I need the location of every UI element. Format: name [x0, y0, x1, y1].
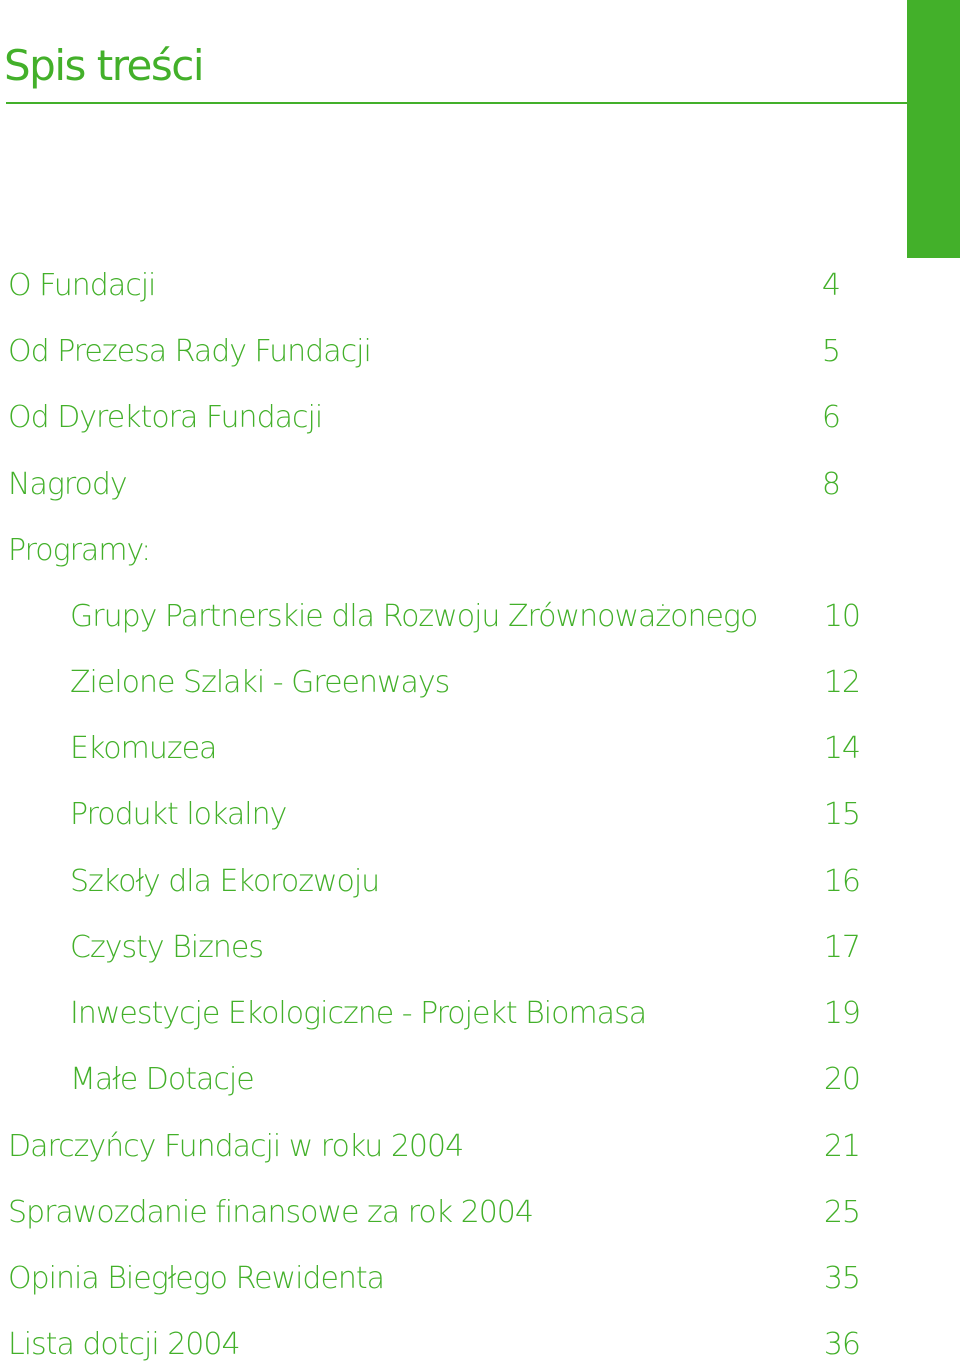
toc-entry-label: Nagrody [8, 467, 128, 502]
toc-entry-o-fundacji[interactable]: O Fundacji 4 [0, 266, 960, 306]
toc-entry-label: Inwestycje Ekologiczne - Projekt Biomasa [70, 996, 647, 1031]
toc-entry-label: Produkt lokalny [70, 797, 287, 832]
toc-entry-inwestycje[interactable]: Inwestycje Ekologiczne - Projekt Biomasa… [0, 994, 960, 1034]
toc-entry-label: Małe Dotacje [70, 1062, 255, 1097]
toc-entry-label: Od Dyrektora Fundacji [8, 400, 323, 435]
toc-entry-page: 15 [823, 797, 861, 832]
toc-entry-page: 19 [823, 996, 861, 1031]
toc-entry-page: 17 [823, 930, 861, 965]
toc-entry-page: 35 [823, 1261, 861, 1296]
toc-entry-label: Szkoły dla Ekorozwoju [70, 864, 380, 899]
toc-entry-page: 5 [821, 334, 841, 369]
toc-entry-czysty-biznes[interactable]: Czysty Biznes 17 [0, 928, 960, 968]
toc-entry-label: Lista dotcji 2004 [8, 1327, 241, 1362]
page-title: Spis treści [4, 41, 205, 90]
toc-entry-page: 6 [821, 400, 841, 435]
toc-entry-page: 25 [823, 1195, 861, 1230]
toc-entry-sprawozdanie[interactable]: Sprawozdanie finansowe za rok 2004 25 [0, 1193, 960, 1233]
toc-entry-ekomuzea[interactable]: Ekomuzea 14 [0, 729, 960, 769]
title-underline [6, 102, 907, 104]
toc-entry-label: Zielone Szlaki - Greenways [70, 665, 450, 700]
toc-entry-label: Grupy Partnerskie dla Rozwoju Zrównoważo… [70, 599, 758, 634]
toc-entry-nagrody[interactable]: Nagrody 8 [0, 465, 960, 505]
toc-entry-label: Darczyńcy Fundacji w roku 2004 [8, 1129, 464, 1164]
toc-entry-grupy-partnerskie[interactable]: Grupy Partnerskie dla Rozwoju Zrównoważo… [0, 597, 960, 637]
toc-entry-label: Od Prezesa Rady Fundacji [8, 334, 372, 369]
toc-entry-page: 20 [823, 1062, 861, 1097]
toc-entry-zielone-szlaki[interactable]: Zielone Szlaki - Greenways 12 [0, 663, 960, 703]
toc-entry-label: Opinia Biegłego Rewidenta [8, 1261, 385, 1296]
toc-entry-label: Sprawozdanie finansowe za rok 2004 [8, 1195, 534, 1230]
toc-entry-label: Ekomuzea [70, 731, 217, 766]
toc-entry-od-dyrektora[interactable]: Od Dyrektora Fundacji 6 [0, 398, 960, 438]
toc-entry-page: 21 [823, 1129, 861, 1164]
toc-entry-page: 36 [823, 1327, 861, 1362]
toc-entry-page: 14 [823, 731, 861, 766]
toc-entry-page: 16 [823, 864, 861, 899]
toc-section-programy: Programy: [0, 531, 960, 571]
toc-entry-produkt-lokalny[interactable]: Produkt lokalny 15 [0, 795, 960, 835]
toc-entry-page: 10 [823, 599, 861, 634]
toc-entry-page: 8 [821, 467, 841, 502]
toc-entry-darczyncy[interactable]: Darczyńcy Fundacji w roku 2004 21 [0, 1127, 960, 1167]
toc-entry-label: Czysty Biznes [70, 930, 264, 965]
toc-entry-label: O Fundacji [8, 268, 156, 303]
toc-section-label: Programy: [8, 533, 151, 568]
toc-entry-od-prezesa[interactable]: Od Prezesa Rady Fundacji 5 [0, 332, 960, 372]
toc-entry-male-dotacje[interactable]: Małe Dotacje 20 [0, 1060, 960, 1100]
toc-entry-lista-dotacji[interactable]: Lista dotcji 2004 36 [0, 1325, 960, 1365]
toc-entry-page: 4 [821, 268, 841, 303]
green-accent-bar [907, 0, 960, 258]
toc-entry-szkoly[interactable]: Szkoły dla Ekorozwoju 16 [0, 862, 960, 902]
toc-entry-page: 12 [823, 665, 861, 700]
toc-entry-opinia[interactable]: Opinia Biegłego Rewidenta 35 [0, 1259, 960, 1299]
